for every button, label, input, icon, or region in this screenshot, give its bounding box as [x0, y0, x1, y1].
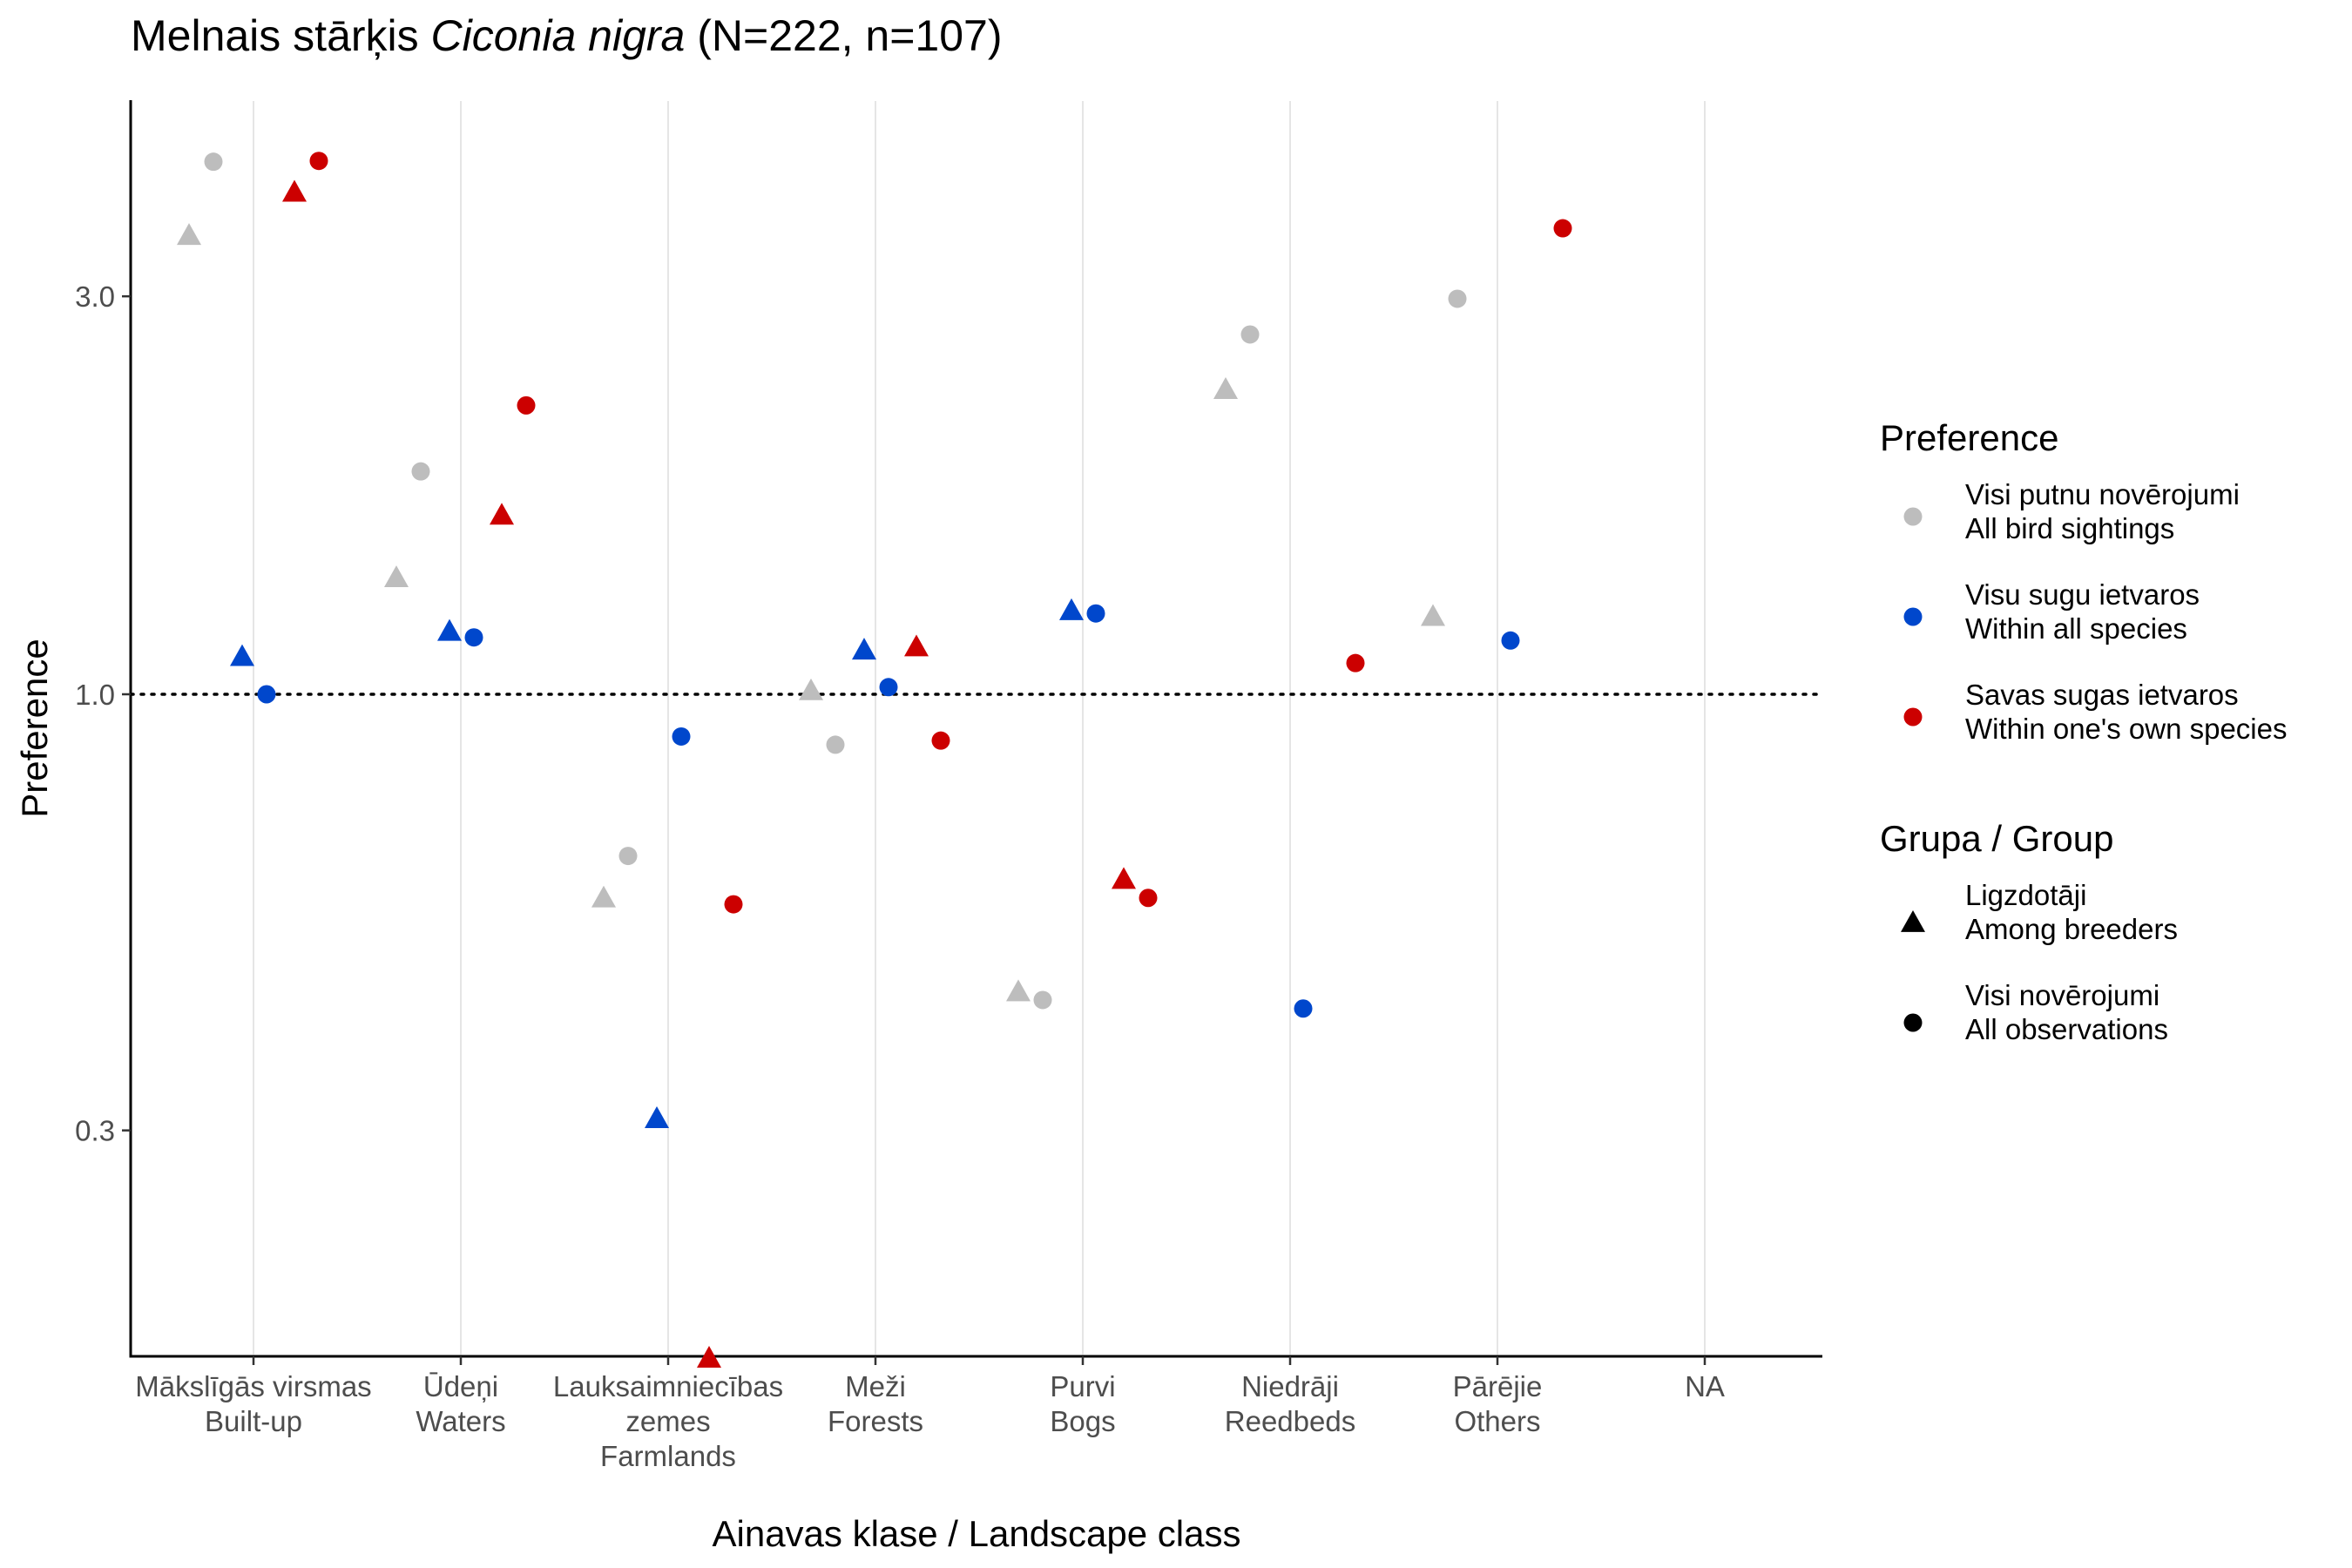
legend-label-breeders-1: Ligzdotāji	[1965, 879, 2086, 911]
x-tick-label-reedbeds-1: Reedbeds	[1225, 1405, 1355, 1437]
point-circle-within-own-species-bogs	[1139, 889, 1158, 908]
x-tick-label-others-0: Pārējie	[1453, 1370, 1543, 1402]
point-triangle-within-all-species-waters	[437, 618, 462, 641]
legend-label-within-all-species-1: Visu sugu ietvaros	[1965, 578, 2200, 611]
legend-key-within-own-species	[1903, 707, 1923, 727]
x-tick-label-na-0: NA	[1685, 1370, 1725, 1402]
x-tick-label-bogs-0: Purvi	[1050, 1370, 1115, 1402]
point-triangle-within-own-species-bogs	[1112, 867, 1136, 889]
point-circle-all-sightings-others	[1448, 289, 1467, 308]
legend-key-all-sightings	[1903, 507, 1923, 526]
legend-label-within-own-species-2: Within one's own species	[1965, 713, 2287, 745]
point-circle-within-all-species-forests	[879, 678, 898, 697]
axes	[122, 100, 1822, 1365]
y-axis-title: Preference	[14, 639, 55, 817]
point-triangle-within-all-species-bogs	[1059, 598, 1084, 620]
point-triangle-all-sightings-bogs	[1006, 979, 1031, 1002]
point-circle-within-all-species-reedbeds	[1294, 999, 1313, 1018]
point-triangle-within-all-species-forests	[852, 638, 876, 660]
point-circle-within-all-species-built-up	[257, 685, 276, 704]
legend-label-all-observations-2: All observations	[1965, 1013, 2168, 1045]
data-points	[177, 152, 1572, 1368]
legend-label-breeders-2: Among breeders	[1965, 913, 2178, 945]
legend-label-within-all-species-2: Within all species	[1965, 612, 2187, 645]
legend-title-preference: Preference	[1880, 417, 2058, 458]
y-tick-label-3-0: 3.0	[75, 280, 115, 313]
point-triangle-all-sightings-reedbeds	[1213, 377, 1238, 399]
x-tick-label-forests-1: Forests	[828, 1405, 923, 1437]
chart-title-prefix: Melnais stārķis	[131, 11, 431, 60]
point-triangle-within-own-species-forests	[904, 634, 929, 657]
point-circle-all-sightings-reedbeds	[1240, 325, 1260, 344]
legend-key-within-all-species	[1903, 607, 1923, 626]
x-tick-label-waters-1: Waters	[416, 1405, 505, 1437]
point-circle-all-sightings-forests	[826, 735, 845, 754]
point-circle-within-all-species-waters	[464, 628, 483, 647]
x-axis-title: Ainavas klase / Landscape class	[712, 1513, 1240, 1554]
x-tick-label-reedbeds-0: Niedrāji	[1241, 1370, 1339, 1402]
x-tick-label-waters-0: Ūdeņi	[423, 1370, 498, 1402]
point-circle-within-own-species-farmlands	[724, 895, 743, 914]
point-circle-all-sightings-built-up	[204, 152, 223, 172]
point-circle-all-sightings-farmlands	[618, 847, 638, 866]
point-triangle-within-all-species-farmlands	[645, 1106, 669, 1128]
point-triangle-all-sightings-farmlands	[591, 885, 616, 908]
x-tick-label-bogs-1: Bogs	[1050, 1405, 1115, 1437]
grid-lines	[253, 101, 1706, 1355]
point-circle-within-all-species-others	[1501, 631, 1520, 650]
legend-key-all-observations	[1903, 1013, 1923, 1032]
point-circle-all-sightings-bogs	[1033, 990, 1052, 1010]
point-circle-all-sightings-waters	[411, 462, 430, 481]
x-tick-label-others-1: Others	[1454, 1405, 1540, 1437]
y-tick-label-1-0: 1.0	[75, 679, 115, 711]
point-triangle-within-own-species-waters	[490, 503, 514, 525]
point-circle-within-own-species-built-up	[309, 152, 328, 171]
x-tick-label-forests-0: Meži	[845, 1370, 906, 1402]
point-triangle-all-sightings-others	[1421, 604, 1445, 626]
point-circle-within-own-species-reedbeds	[1346, 653, 1365, 672]
y-tick-label-0-3: 0.3	[75, 1115, 115, 1147]
legend-title-group: Grupa / Group	[1880, 818, 2113, 859]
point-circle-within-all-species-bogs	[1086, 604, 1105, 623]
legend-label-all-sightings-1: Visi putnu novērojumi	[1965, 478, 2240, 510]
point-triangle-all-sightings-waters	[384, 565, 409, 587]
point-triangle-within-own-species-farmlands	[697, 1346, 721, 1368]
point-circle-within-all-species-farmlands	[672, 727, 691, 746]
x-tick-label-farmlands-0: Lauksaimniecības	[553, 1370, 783, 1402]
chart-title-suffix: (N=222, n=107)	[685, 11, 1003, 60]
point-circle-within-own-species-others	[1553, 219, 1572, 238]
legend-label-within-own-species-1: Savas sugas ietvaros	[1965, 679, 2239, 711]
x-tick-label-farmlands-2: Farmlands	[600, 1440, 736, 1472]
point-circle-within-own-species-waters	[517, 395, 536, 415]
point-triangle-within-all-species-built-up	[230, 644, 254, 666]
legend-key-breeders	[1901, 910, 1925, 932]
x-tick-label-farmlands-1: zemes	[625, 1405, 710, 1437]
legend-label-all-observations-1: Visi novērojumi	[1965, 979, 2159, 1011]
chart-title: Melnais stārķis Ciconia nigra (N=222, n=…	[131, 10, 1003, 61]
point-triangle-all-sightings-built-up	[177, 223, 201, 246]
x-tick-label-built-up-1: Built-up	[205, 1405, 302, 1437]
chart-title-species: Ciconia nigra	[430, 11, 686, 60]
point-circle-within-own-species-forests	[931, 731, 950, 750]
x-tick-label-built-up-0: Mākslīgās virsmas	[135, 1370, 371, 1402]
point-triangle-all-sightings-forests	[799, 678, 823, 700]
point-triangle-within-own-species-built-up	[282, 179, 307, 202]
legend-label-all-sightings-2: All bird sightings	[1965, 512, 2174, 544]
